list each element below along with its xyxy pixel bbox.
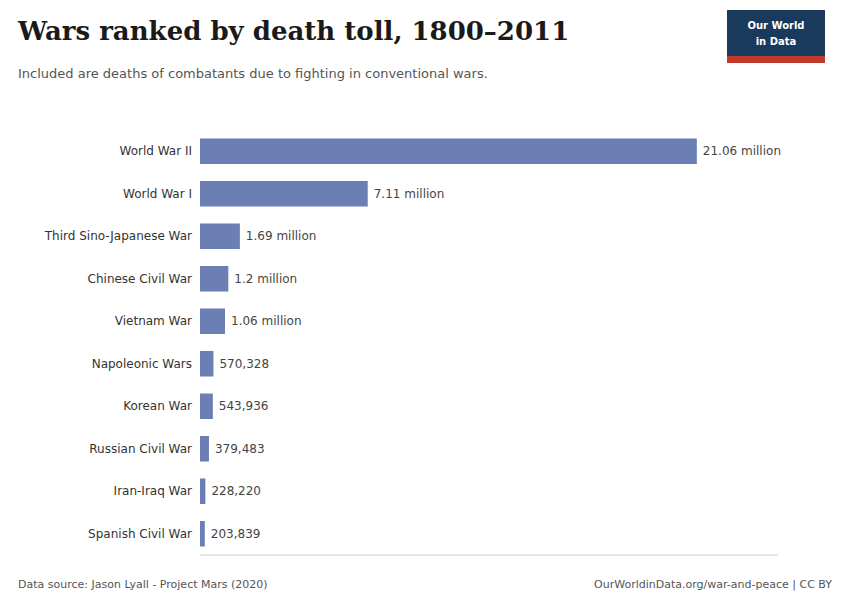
logo-stripe (727, 56, 825, 63)
footer-url: OurWorldinData.org/war-and-peace | CC BY (594, 578, 832, 591)
logo-text: Our World (747, 20, 804, 31)
x-axis-line (200, 555, 778, 556)
y-tick-labels: Spanish Civil War Iran-Iraq War Russian Ci… (44, 144, 192, 541)
y-tick-label: Korean War (123, 399, 192, 413)
subtitle: Included are deaths of combatants due to… (18, 66, 488, 81)
data-label: 570,328 (219, 357, 269, 371)
y-tick-label: Spanish Civil War (88, 527, 192, 541)
y-tick-label: Russian Civil War (89, 442, 192, 456)
title: Wars ranked by death toll, 1800–2011 (17, 16, 569, 46)
y-tick-label: Vietnam War (115, 314, 192, 328)
bar (200, 266, 228, 292)
bars (200, 139, 697, 547)
bar (200, 436, 209, 462)
y-tick-label: Napoleonic Wars (92, 357, 192, 371)
data-label: 1.2 million (234, 272, 297, 286)
background (0, 0, 850, 600)
footer-source: Data source: Jason Lyall - Project Mars … (18, 578, 268, 591)
bar (200, 394, 213, 420)
data-label: 1.06 million (231, 314, 302, 328)
bar (200, 521, 205, 547)
data-label: 7.11 million (374, 187, 445, 201)
data-labels: 203,839 228,220 379,483 543,936 570,328 1.06 … (211, 144, 781, 541)
chart-svg: Wars ranked by death toll, 1800–2011 Incl… (0, 0, 850, 600)
y-tick-label: World War II (120, 144, 192, 158)
data-label: 203,839 (211, 527, 261, 541)
y-tick-label: Chinese Civil War (88, 272, 193, 286)
data-label: 21.06 million (703, 144, 781, 158)
logo: Our World in Data (727, 10, 825, 63)
logo-text: in Data (756, 36, 797, 47)
bar (200, 139, 697, 165)
data-label: 379,483 (215, 442, 265, 456)
bar (200, 309, 225, 335)
data-label: 1.69 million (246, 229, 317, 243)
bar (200, 479, 205, 505)
chart-container: Wars ranked by death toll, 1800–2011 Incl… (0, 0, 850, 600)
data-label: 228,220 (211, 484, 261, 498)
logo-box (727, 10, 825, 63)
bar (200, 351, 213, 377)
y-tick-label: World War I (123, 187, 192, 201)
data-label: 543,936 (219, 399, 269, 413)
y-tick-label: Iran-Iraq War (114, 484, 192, 498)
y-tick-label: Third Sino-Japanese War (44, 229, 192, 243)
bar (200, 181, 368, 207)
bar (200, 224, 240, 250)
